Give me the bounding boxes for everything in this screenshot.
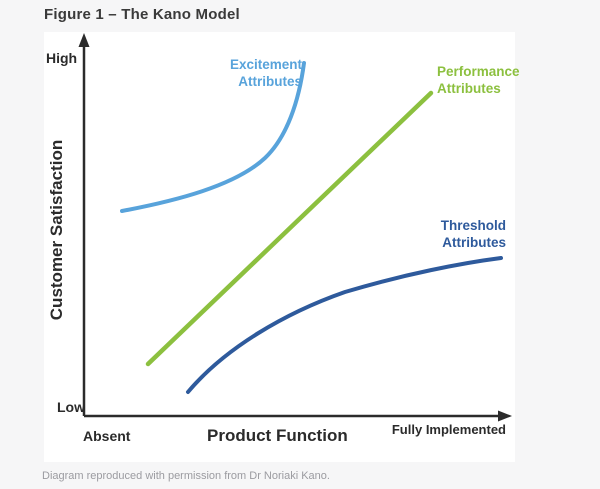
x-axis-arrowhead-icon: [498, 410, 512, 422]
performance-line: [145, 90, 434, 367]
performance-attributes-label: Performance Attributes: [437, 64, 520, 98]
excitement-attributes-label: Excitement Attributes: [230, 57, 302, 91]
excitement-label-line1: Excitement: [229, 57, 302, 72]
y-axis-arrowhead-icon: [78, 33, 90, 47]
attribution-text: Diagram reproduced with permission from …: [42, 470, 330, 482]
excitement-label-line2: Attributes: [238, 73, 302, 89]
performance-label-line2: Attributes: [437, 80, 501, 96]
x-axis-absent-label: Absent: [83, 428, 131, 444]
fully-label-line1: Fully: [391, 422, 423, 437]
fully-label-line2: Implemented: [425, 422, 506, 437]
threshold-label-line2: Attributes: [442, 234, 506, 250]
threshold-attributes-label: Threshold Attributes: [441, 218, 506, 252]
figure-title: Figure 1 – The Kano Model: [44, 6, 240, 23]
x-axis-fully-implemented-label: Fully Implemented: [392, 421, 506, 439]
excitement-curve: [120, 61, 306, 213]
threshold-curve: [186, 256, 503, 394]
threshold-label-line1: Threshold: [440, 218, 506, 233]
x-axis-title: Product Function: [207, 426, 348, 445]
performance-label-line1: Performance: [437, 64, 520, 79]
y-axis-high-label: High: [46, 50, 78, 66]
diagram-panel: [44, 32, 515, 462]
y-axis-title: Customer Satisfaction: [47, 139, 66, 321]
y-axis-low-label: Low: [57, 399, 85, 415]
